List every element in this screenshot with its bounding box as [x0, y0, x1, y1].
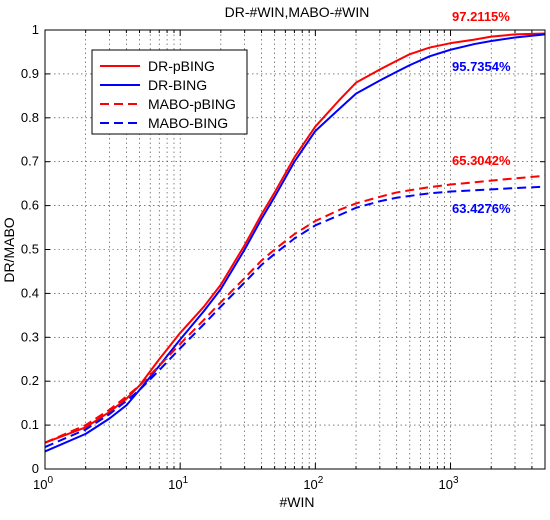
- y-tick-label: 0.8: [21, 110, 39, 125]
- y-tick-label: 1: [32, 22, 39, 37]
- annotation-dr-pbing: 97.2115%: [452, 9, 510, 24]
- tick-label-layer: 0 0.1 0.2 0.3 0.4 0.5 0.6 0.7 0.8 0.9 1 100 101 102 10…: [21, 22, 459, 492]
- annotation-layer: 97.2115% 95.7354% 65.3042% 63.4276%: [452, 9, 511, 216]
- series-line-mabo-pbing: [44, 174, 546, 444]
- plot-frame: [44, 29, 546, 470]
- annotation-mabo-bing: 63.4276%: [452, 201, 511, 216]
- series-line-mabo-bing: [44, 185, 546, 448]
- y-tick-label: 0.1: [21, 417, 39, 432]
- y-axis-label: DR/MABO: [1, 217, 17, 282]
- annotation-dr-bing: 95.7354%: [452, 59, 511, 74]
- y-tick-label: 0.4: [21, 285, 39, 300]
- y-tick-label: 0.7: [21, 154, 39, 169]
- legend-items: DR-pBING DR-BING MABO-pBING MABO-BING: [100, 58, 236, 131]
- legend-label-dr-pbing: DR-pBING: [148, 58, 215, 74]
- legend-label-mabo-bing: MABO-BING: [148, 115, 228, 131]
- legend-box: [91, 49, 248, 135]
- series-line-dr-pbing: [44, 32, 546, 444]
- annotation-mabo-pbing: 65.3042%: [452, 153, 511, 168]
- x-tick-label: 103: [439, 475, 459, 492]
- legend: DR-pBING DR-BING MABO-pBING MABO-BING: [91, 49, 248, 135]
- x-axis-label: #WIN: [280, 494, 315, 510]
- legend-label-dr-bing: DR-BING: [148, 77, 207, 93]
- y-tick-label: 0.2: [21, 373, 39, 388]
- chart-title: DR-#WIN,MABO-#WIN: [225, 4, 370, 20]
- x-tick-label: 101: [168, 475, 188, 492]
- y-tick-label: 0.6: [21, 198, 39, 213]
- grid-layer: [45, 30, 545, 469]
- y-tick-label: 0: [32, 461, 39, 476]
- series-line-dr-bing: [44, 33, 546, 453]
- x-tick-label: 102: [303, 475, 323, 492]
- legend-label-mabo-pbing: MABO-pBING: [148, 96, 236, 112]
- series-layer: [44, 32, 546, 453]
- x-tick-label: 100: [33, 475, 53, 492]
- y-tick-label: 0.9: [21, 66, 39, 81]
- y-tick-label: 0.3: [21, 329, 39, 344]
- y-tick-label: 0.5: [21, 242, 39, 257]
